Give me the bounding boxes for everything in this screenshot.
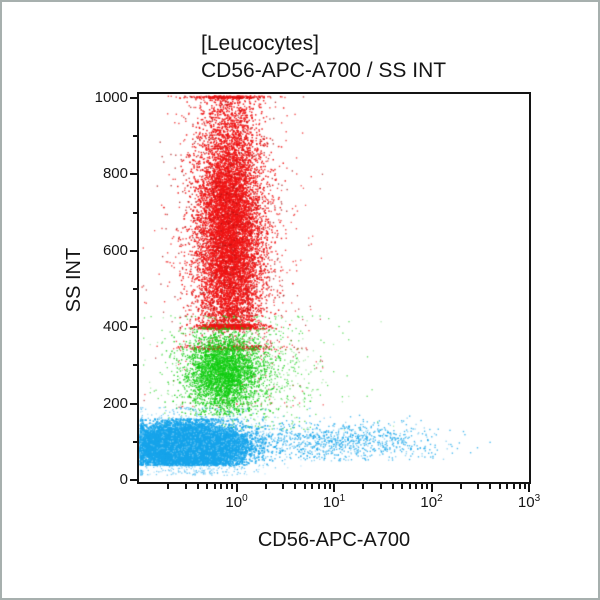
y-tick-label: 1000 <box>94 89 128 106</box>
y-axis-label: SS INT <box>63 247 85 313</box>
x-major-tick <box>430 484 433 492</box>
y-major-tick <box>130 479 139 481</box>
x-minor-tick <box>167 484 170 489</box>
y-minor-tick <box>133 288 139 290</box>
y-minor-tick <box>133 135 139 138</box>
x-minor-tick <box>282 484 285 489</box>
x-minor-tick <box>415 484 418 489</box>
x-minor-tick <box>477 484 480 489</box>
x-minor-tick <box>512 484 515 489</box>
x-major-tick <box>235 484 238 492</box>
x-minor-tick <box>362 484 365 489</box>
x-minor-tick <box>220 484 223 489</box>
y-tick-label: 0 <box>119 471 128 488</box>
x-minor-tick <box>459 484 462 489</box>
y-tick-label: 400 <box>102 318 128 336</box>
x-minor-tick <box>264 484 267 489</box>
x-minor-tick <box>317 484 320 489</box>
x-minor-tick <box>213 484 216 489</box>
x-minor-tick <box>489 484 492 489</box>
x-minor-tick <box>226 484 229 489</box>
x-minor-tick <box>294 484 297 489</box>
y-minor-tick <box>133 440 139 443</box>
y-major-tick <box>130 326 139 329</box>
y-major-tick <box>130 173 139 176</box>
y-major-tick <box>130 402 139 405</box>
y-minor-tick <box>133 211 139 214</box>
x-minor-tick <box>426 484 429 489</box>
parameters-subtitle: CD56-APC-A700 / SS INT <box>201 59 447 82</box>
x-minor-tick <box>379 484 382 489</box>
y-major-tick <box>130 97 139 99</box>
x-minor-tick <box>303 484 306 489</box>
x-minor-tick <box>408 484 411 489</box>
x-minor-tick <box>518 484 521 489</box>
x-minor-tick <box>196 484 199 489</box>
y-major-tick <box>130 249 139 252</box>
x-minor-tick <box>231 484 234 489</box>
x-minor-tick <box>401 484 404 489</box>
x-minor-tick <box>421 484 424 489</box>
x-minor-tick <box>523 484 526 489</box>
y-tick-label: 800 <box>102 165 128 183</box>
y-tick-label: 200 <box>102 394 128 412</box>
x-minor-tick <box>328 484 331 489</box>
plot-title-block: [Leucocytes] CD56-APC-A700 / SS INT <box>201 30 446 84</box>
x-minor-tick <box>323 484 326 489</box>
x-minor-tick <box>184 484 187 489</box>
x-tick-label: 101 <box>322 493 346 512</box>
plot-frame <box>137 92 531 484</box>
x-minor-tick <box>498 484 501 489</box>
x-minor-tick <box>206 484 209 489</box>
x-major-tick <box>333 484 335 492</box>
x-minor-tick <box>311 484 314 489</box>
x-minor-tick <box>391 484 394 489</box>
y-minor-tick <box>133 364 139 367</box>
x-axis-label: CD56-APC-A700 <box>257 529 411 551</box>
gate-title: [Leucocytes] <box>201 32 319 55</box>
y-tick-label: 600 <box>102 241 128 259</box>
x-minor-tick <box>506 484 509 489</box>
scatter-canvas <box>139 94 529 482</box>
x-tick-label: 103 <box>517 493 541 512</box>
x-tick-label: 102 <box>420 493 443 512</box>
x-major-tick <box>528 484 530 492</box>
x-tick-label: 100 <box>225 493 248 512</box>
